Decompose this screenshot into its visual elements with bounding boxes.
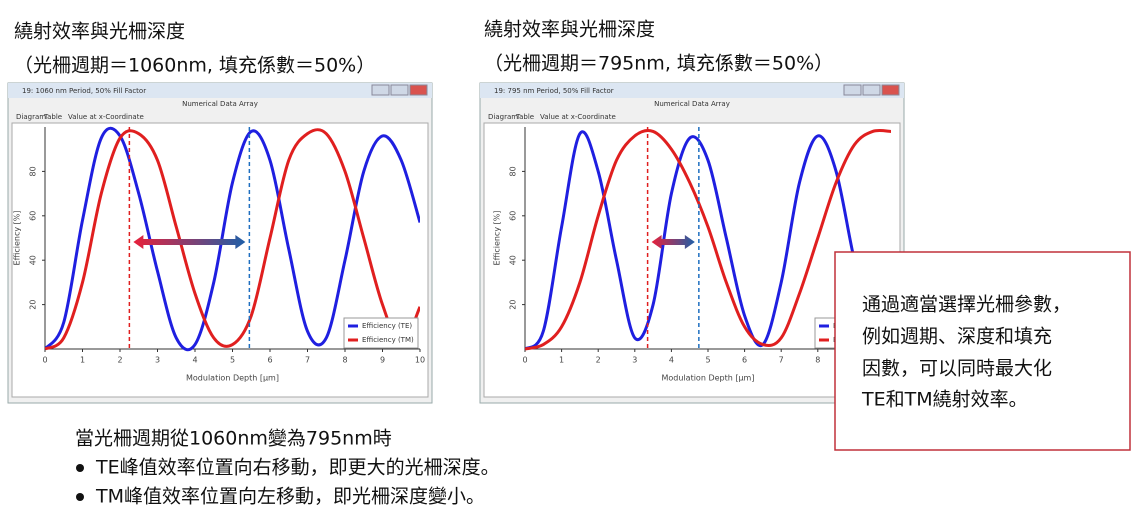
callout-line: 例如週期、深度和填充 [862, 326, 1052, 348]
x-tick-label: 2 [596, 356, 601, 365]
bullet: TE峰值效率位置向右移動，即更大的光柵深度。 [95, 457, 500, 479]
legend-label: Efficiency (TM) [362, 336, 414, 344]
legend [343, 317, 419, 349]
y-tick-label: 20 [29, 300, 38, 310]
shift-arrow [651, 235, 695, 249]
window-title: 19: 1060 nm Period, 50% Fill Factor [22, 87, 146, 95]
callout-line: TE和TM繞射效率。 [861, 389, 1028, 411]
y-tick-label: 80 [509, 166, 518, 176]
x-axis-label: Modulation Depth [µm] [662, 374, 755, 383]
y-tick-label: 40 [509, 255, 518, 265]
heading: 繞射效率與光柵深度 [484, 19, 655, 41]
x-tick-label: 4 [669, 356, 674, 365]
x-tick-label: 7 [779, 356, 784, 365]
tab[interactable]: Diagram [16, 113, 46, 121]
x-tick-label: 8 [815, 356, 820, 365]
x-tick-label: 1 [80, 356, 85, 365]
y-tick-label: 20 [509, 300, 518, 310]
window-title: 19: 795 nm Period, 50% Fill Factor [494, 87, 614, 95]
window-button[interactable] [862, 84, 881, 96]
y-tick-label: 60 [509, 211, 518, 221]
callout-line: 通過適當選擇光柵參數， [862, 294, 1071, 316]
x-axis-label: Modulation Depth [µm] [186, 374, 279, 383]
x-tick-label: 0 [522, 356, 527, 365]
x-tick-label: 7 [305, 356, 310, 365]
y-axis-label: Efficiency [%] [493, 211, 502, 266]
bullet: TM峰值效率位置向左移動，即光柵深度變小。 [95, 486, 485, 508]
x-tick-label: 9 [380, 356, 385, 365]
x-tick-label: 5 [230, 356, 235, 365]
x-tick-label: 10 [415, 356, 425, 365]
charts: 19: 1060 nm Period, 50% Fill Factor Numer… [7, 82, 905, 404]
summary: 當光柵週期從1060nm變為795nm時 [75, 428, 392, 450]
subheading: （光柵週期＝1060nm, 填充係數＝50%） [14, 55, 375, 77]
tab[interactable]: Diagram [488, 113, 518, 121]
x-tick-label: 6 [267, 356, 272, 365]
plot-area [483, 122, 901, 398]
series-line [525, 130, 891, 351]
y-tick-label: 60 [29, 211, 38, 221]
tab[interactable]: Table [515, 113, 534, 121]
series-line [525, 128, 891, 351]
series-line [45, 128, 420, 351]
bullet-dot [76, 493, 84, 501]
x-tick-label: 4 [192, 356, 197, 365]
chart-window: 19: 1060 nm Period, 50% Fill Factor Numer… [7, 82, 433, 404]
y-tick-label: 80 [29, 166, 38, 176]
heading: 繞射效率與光柵深度 [14, 21, 185, 43]
subheading: （光柵週期＝795nm, 填充係數＝50%） [484, 53, 833, 75]
x-tick-label: 3 [155, 356, 160, 365]
callout-line: 因數，可以同時最大化 [862, 358, 1052, 380]
x-tick-label: 5 [705, 356, 710, 365]
x-tick-label: 3 [632, 356, 637, 365]
y-axis-label: Efficiency [%] [13, 211, 22, 266]
title-bar [8, 83, 432, 98]
window-button[interactable] [371, 84, 390, 96]
window-button[interactable] [409, 84, 428, 96]
legend-label: Efficiency (TE) [362, 322, 412, 330]
chart-window: 19: 795 nm Period, 50% Fill Factor Numeri… [479, 82, 905, 404]
tab[interactable]: Value at x-Coordinate [68, 113, 144, 121]
shift-arrow [133, 235, 246, 249]
tab[interactable]: Value at x-Coordinate [540, 113, 616, 121]
window-button[interactable] [881, 84, 900, 96]
x-tick-label: 6 [742, 356, 747, 365]
tab[interactable]: Table [43, 113, 62, 121]
x-tick-label: 1 [559, 356, 564, 365]
x-tick-label: 2 [117, 356, 122, 365]
callout-box [834, 251, 1131, 451]
window-button[interactable] [843, 84, 862, 96]
window-button[interactable] [390, 84, 409, 96]
window-subtitle: Numerical Data Array [654, 100, 730, 108]
y-tick-label: 40 [29, 255, 38, 265]
bullet-dot [76, 464, 84, 472]
x-tick-label: 0 [42, 356, 47, 365]
x-tick-label: 8 [342, 356, 347, 365]
plot-area [11, 122, 429, 398]
title-bar [480, 83, 904, 98]
window-subtitle: Numerical Data Array [182, 100, 258, 108]
